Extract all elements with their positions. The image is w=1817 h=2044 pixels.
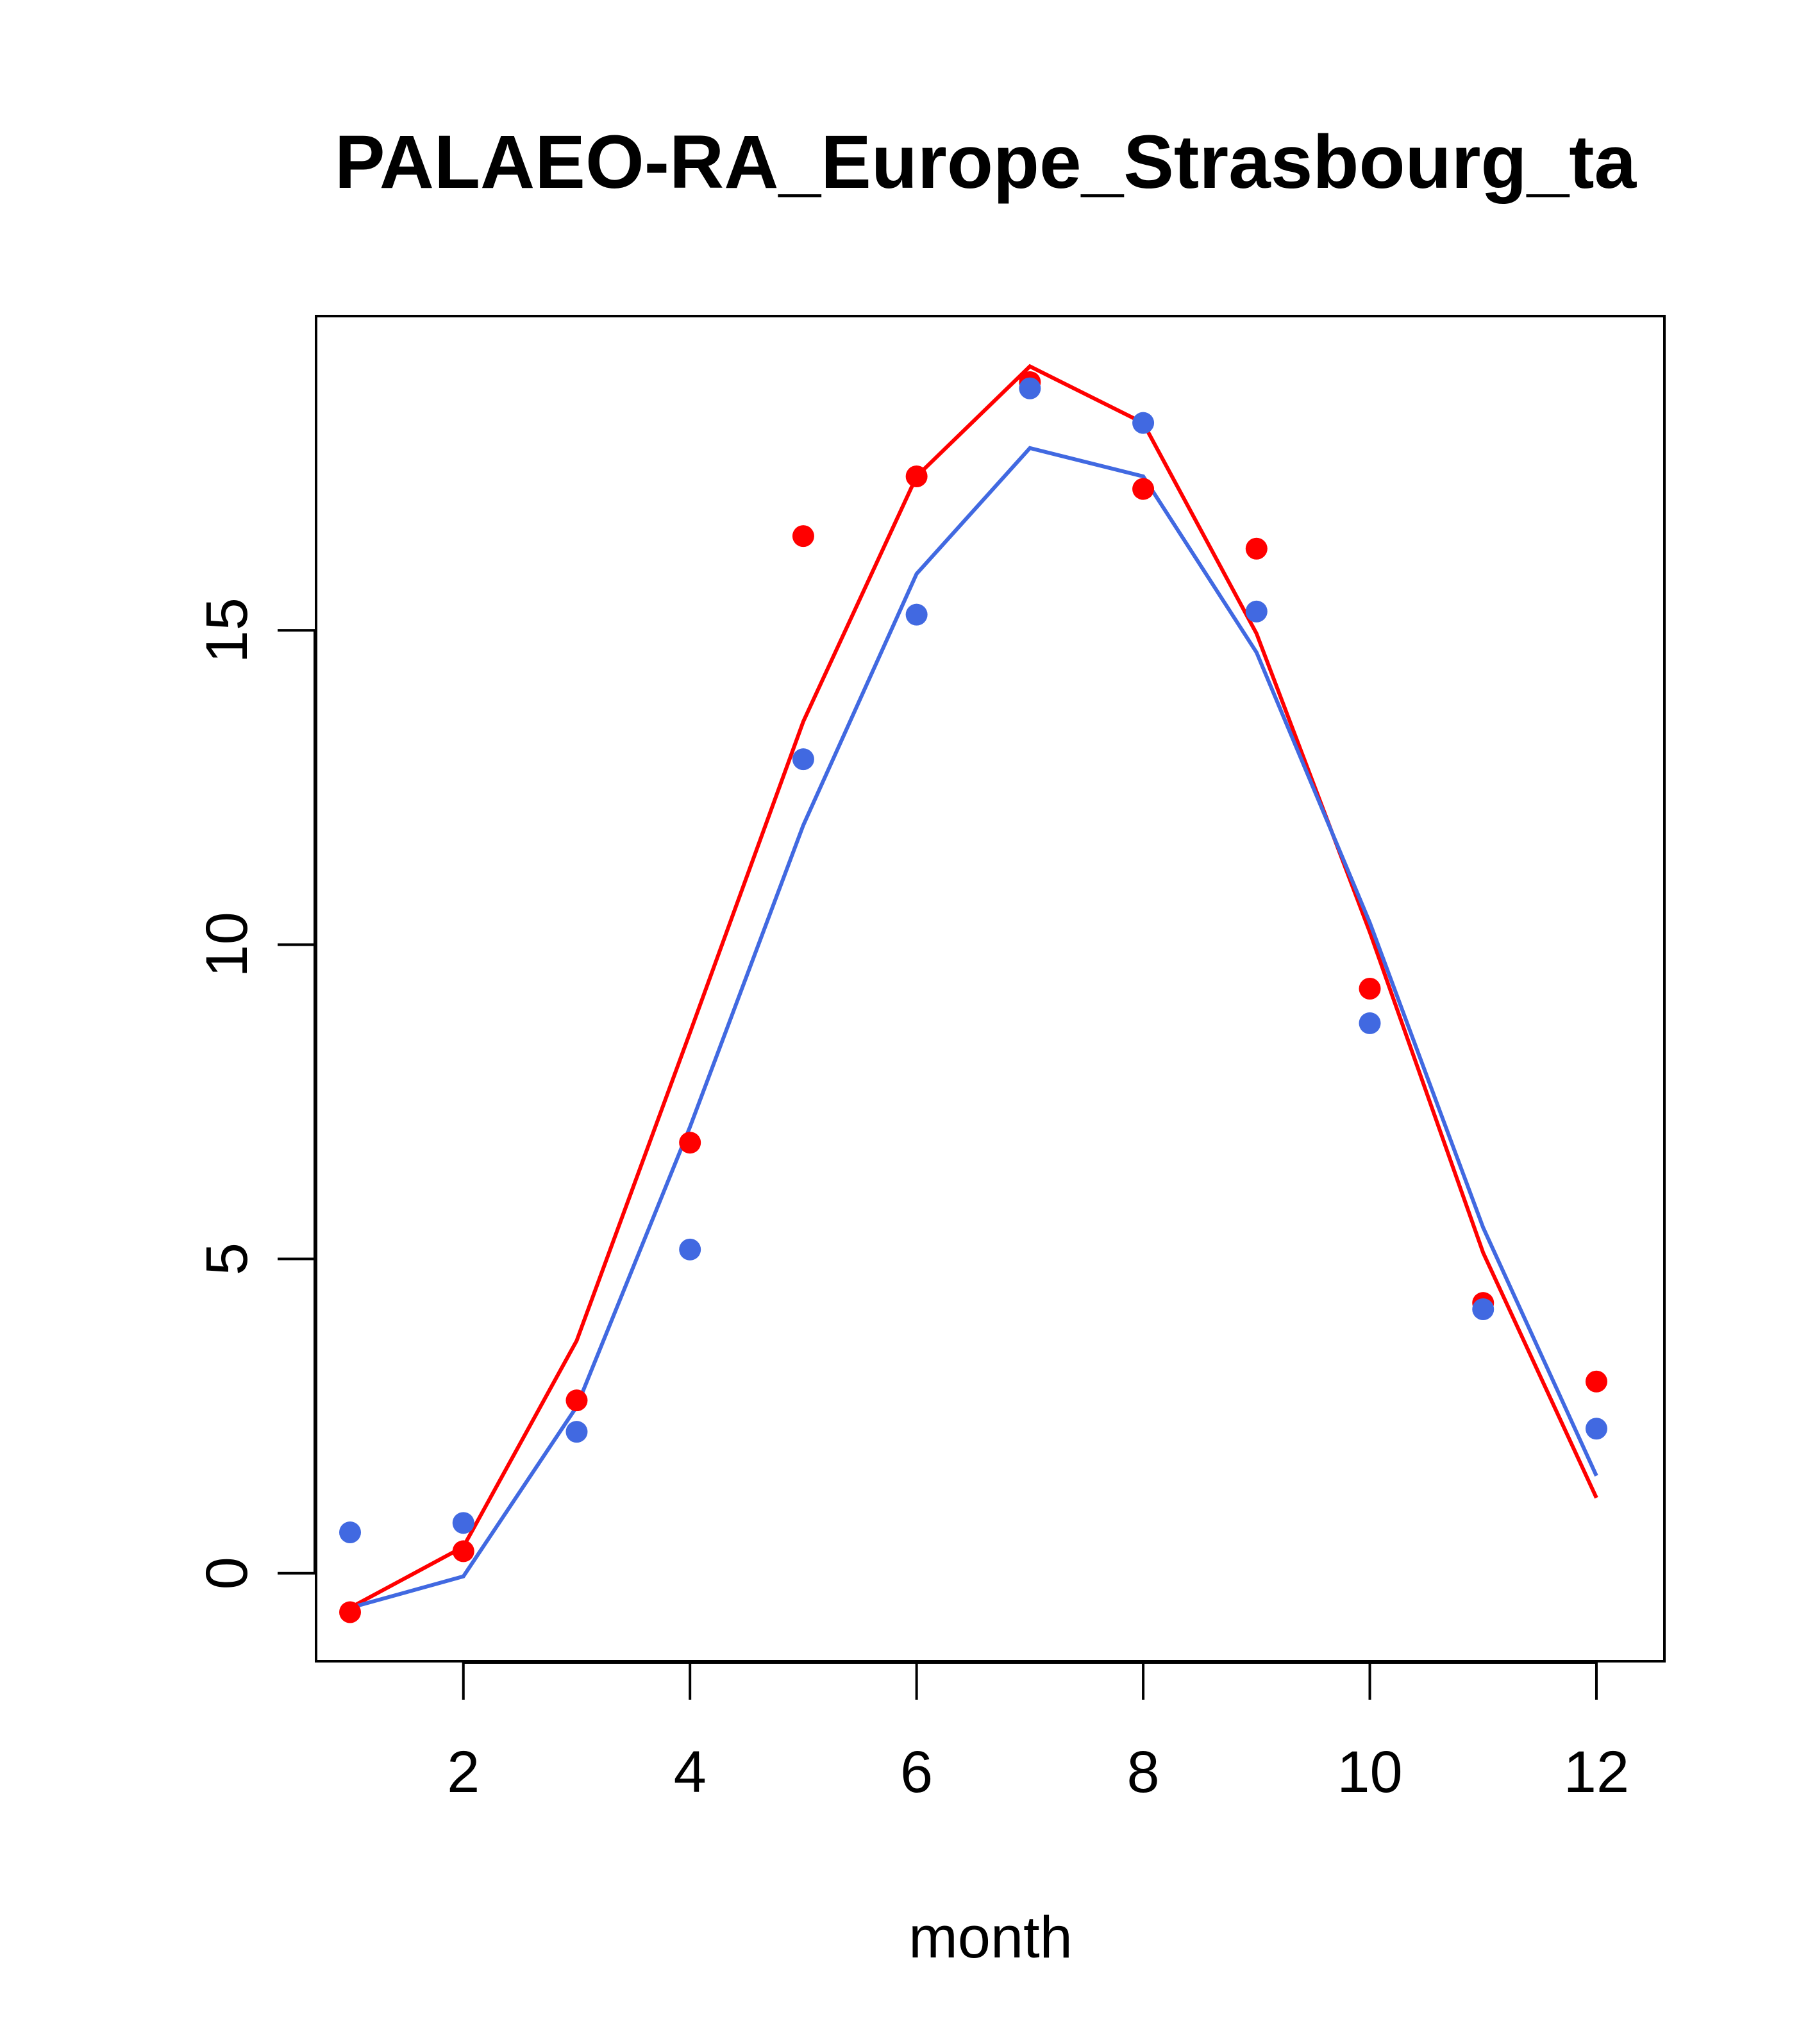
x-tick-label: 4 <box>674 1739 707 1805</box>
series-1-point <box>1359 978 1381 1000</box>
x-tick-label: 6 <box>900 1739 933 1805</box>
series-1-point <box>1585 1370 1607 1393</box>
x-tick-label: 10 <box>1337 1739 1402 1805</box>
plot-points <box>339 371 1607 1623</box>
series-1-point <box>792 525 814 548</box>
y-tick-label: 5 <box>194 1243 260 1275</box>
series-1-point <box>452 1540 474 1562</box>
y-axis: 0 5 10 15 <box>194 598 316 1589</box>
y-tick-label: 0 <box>194 1557 260 1589</box>
series-2-point <box>1472 1298 1495 1320</box>
series-line-1 <box>349 364 1598 1610</box>
series-line-2 <box>349 446 1598 1610</box>
series-2-point <box>452 1512 474 1534</box>
series-2-point <box>1019 377 1041 399</box>
x-tick-label: 2 <box>447 1739 480 1805</box>
series-1-point <box>565 1389 588 1412</box>
plot-lines <box>349 364 1598 1610</box>
series-2-point <box>339 1521 362 1544</box>
series-2-point <box>679 1238 701 1261</box>
x-tick-label: 12 <box>1564 1739 1629 1805</box>
series-2-point <box>1359 1012 1381 1034</box>
series-2-point <box>1245 600 1268 623</box>
series-2-point <box>1585 1418 1607 1440</box>
series-1-point <box>1132 478 1155 500</box>
x-axis: 2 4 6 8 10 12 <box>447 1661 1629 1805</box>
x-tick-label: 8 <box>1126 1739 1159 1805</box>
y-tick-label: 10 <box>194 912 260 977</box>
series-2-point <box>905 603 928 626</box>
chart-title: PALAEO-RA_Europe_Strasbourg_ta <box>335 120 1637 205</box>
plot-frame <box>315 315 1666 1663</box>
series-2-point <box>565 1421 588 1443</box>
series-1-point <box>679 1132 701 1154</box>
series-1-point <box>339 1601 362 1623</box>
x-axis-title: month <box>908 1905 1073 1970</box>
series-2-point <box>1132 412 1155 434</box>
series-2-point <box>792 748 814 771</box>
series-1-point <box>905 465 928 487</box>
series-1-point <box>1245 537 1268 560</box>
y-tick-label: 15 <box>194 598 260 663</box>
